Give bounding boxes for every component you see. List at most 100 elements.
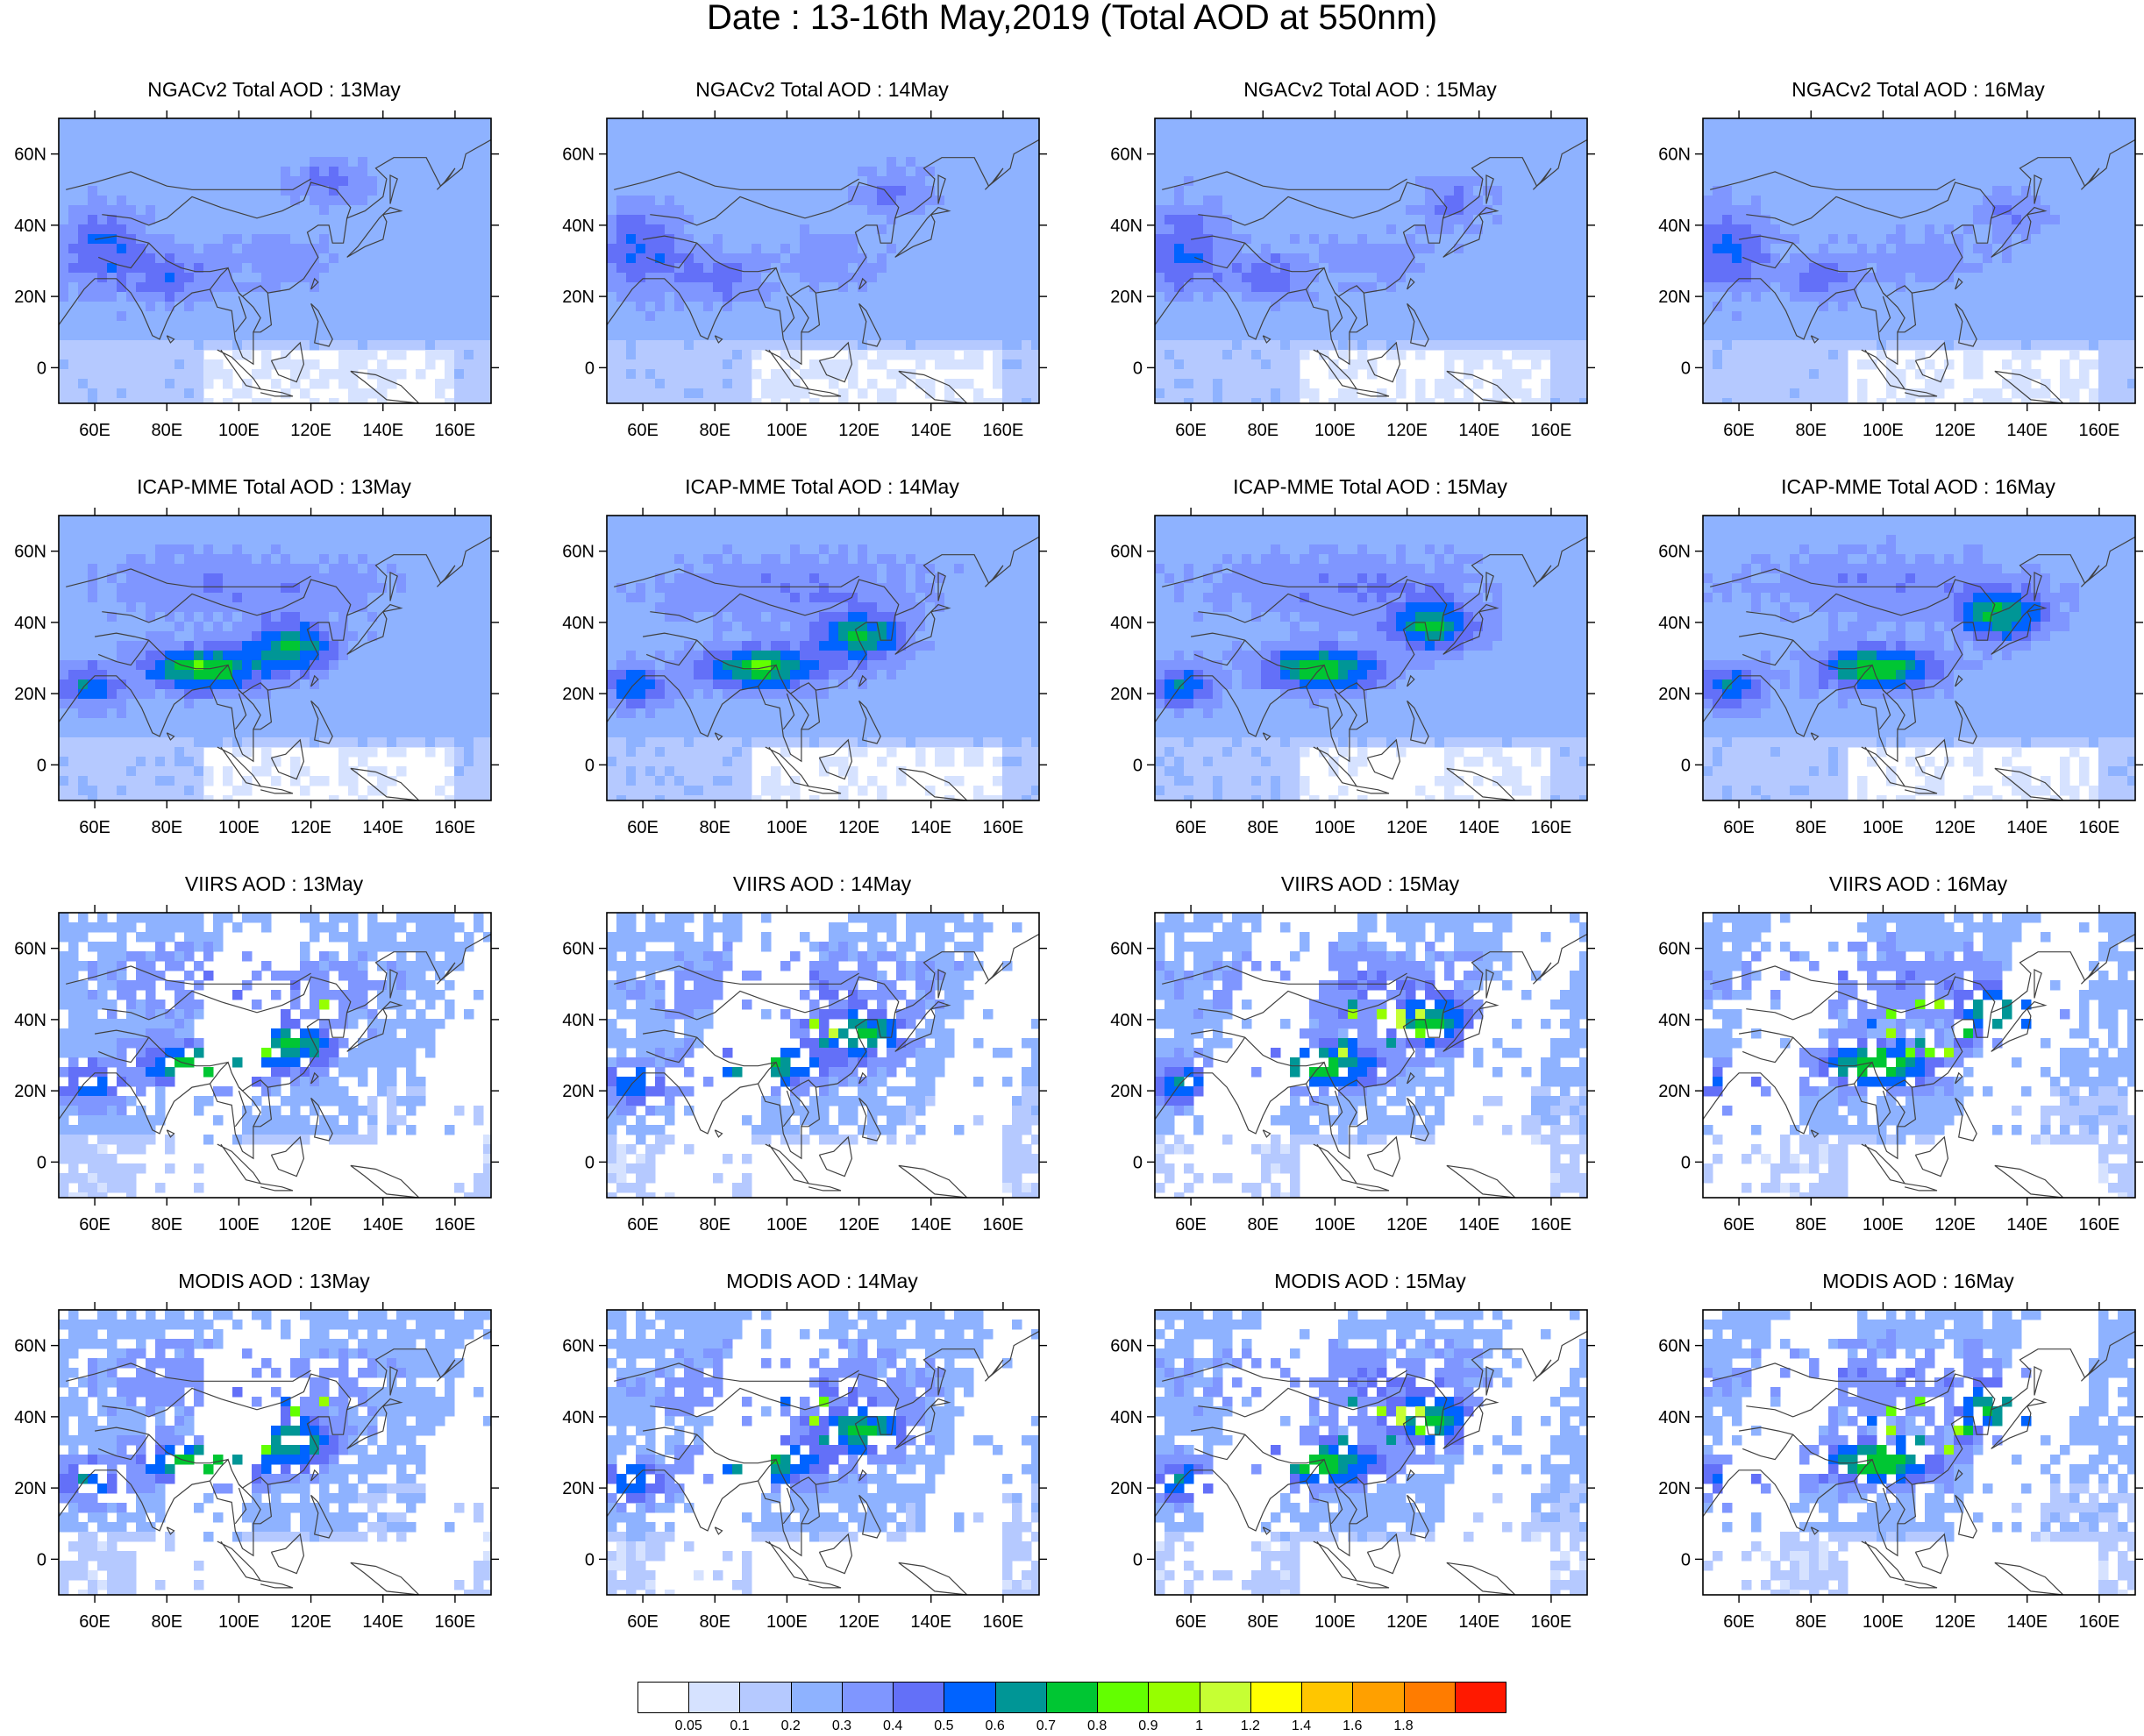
lon-tick-label: 100E [218, 818, 260, 837]
colorbar-swatch [893, 1682, 945, 1713]
lon-tick-label: 80E [699, 1612, 730, 1632]
lat-tick-label: 0 [1681, 756, 1691, 775]
lon-tick-label: 160E [2079, 1215, 2120, 1234]
map-panel-icap-mme-4: 60N 40N 20N 0 60E 80E 100E 120E 140E 160E ICAP-MME… [1644, 476, 2144, 840]
lon-tick-label: 160E [983, 818, 1024, 837]
lon-tick-label: 160E [2079, 1612, 2120, 1632]
map-frame [1702, 117, 2136, 404]
colorbar-label: 0.1 [730, 1718, 750, 1733]
lat-tick-label: 0 [1681, 1153, 1691, 1172]
aod-map: 60N 40N 20N 0 60E 80E 100E 120E 140E 160E [14, 110, 499, 440]
lat-tick-label: 60N [14, 940, 46, 959]
lat-tick-label: 20N [562, 1479, 595, 1498]
lon-tick-label: 140E [910, 818, 951, 837]
lat-tick-label: 60N [562, 543, 595, 562]
aod-map: 60N 40N 20N 0 60E 80E 100E 120E 140E 160E [1110, 905, 1595, 1234]
lon-tick-label: 120E [1386, 421, 1428, 440]
colorbar-label: 0.2 [780, 1718, 801, 1733]
aod-map: 60N 40N 20N 0 60E 80E 100E 120E 140E 160E [14, 1302, 499, 1632]
map-frame [58, 515, 492, 801]
panel-title: ICAP-MME Total AOD : 16May [1781, 475, 2055, 498]
lon-tick-label: 80E [1247, 1612, 1279, 1632]
lon-tick-label: 100E [1314, 421, 1356, 440]
lon-tick-label: 100E [1863, 818, 1904, 837]
lon-tick-label: 80E [1795, 818, 1827, 837]
lat-tick-label: 0 [37, 1550, 46, 1569]
lat-tick-label: 60N [1110, 146, 1143, 165]
map-frame [606, 515, 1040, 801]
lat-tick-label: 20N [1658, 1479, 1691, 1498]
lon-tick-label: 100E [1863, 1215, 1904, 1234]
map-panel-ngacv2-1: 60N 40N 20N 0 60E 80E 100E 120E 140E 160E NGACv2 T… [0, 79, 548, 443]
lat-tick-label: 60N [1110, 1337, 1143, 1356]
colorbar-swatch [688, 1682, 741, 1713]
lon-tick-label: 120E [1386, 1215, 1428, 1234]
lon-tick-label: 60E [1723, 1612, 1755, 1632]
lat-tick-label: 40N [562, 217, 595, 236]
lon-tick-label: 60E [627, 818, 659, 837]
lon-tick-label: 100E [766, 421, 808, 440]
lat-tick-label: 60N [1658, 1337, 1691, 1356]
colorbar-label: 1.8 [1393, 1718, 1414, 1733]
lon-tick-label: 120E [290, 421, 331, 440]
lon-tick-label: 160E [435, 1612, 476, 1632]
lon-tick-label: 140E [362, 1612, 403, 1632]
map-panel-viirs-3: 60N 40N 20N 0 60E 80E 100E 120E 140E 160E VIIRS AO… [1096, 873, 1644, 1237]
coastlines [1155, 139, 1587, 403]
map-panel-icap-mme-2: 60N 40N 20N 0 60E 80E 100E 120E 140E 160E ICAP-MME… [548, 476, 1096, 840]
lat-tick-label: 60N [1110, 940, 1143, 959]
lon-tick-label: 80E [699, 421, 730, 440]
map-panel-ngacv2-2: 60N 40N 20N 0 60E 80E 100E 120E 140E 160E NGACv2 T… [548, 79, 1096, 443]
lon-tick-label: 60E [627, 1612, 659, 1632]
lon-tick-label: 80E [1795, 1215, 1827, 1234]
lon-tick-label: 100E [218, 421, 260, 440]
colorbar-swatch [1352, 1682, 1405, 1713]
aod-field [59, 516, 491, 800]
aod-map: 60N 40N 20N 0 60E 80E 100E 120E 140E 160E [1658, 905, 2143, 1234]
lon-tick-label: 80E [1247, 1215, 1279, 1234]
lon-tick-label: 160E [2079, 421, 2120, 440]
aod-map: 60N 40N 20N 0 60E 80E 100E 120E 140E 160E [14, 905, 499, 1234]
lat-tick-label: 0 [37, 756, 46, 775]
colorbar-swatch [1199, 1682, 1251, 1713]
lon-tick-label: 100E [766, 1215, 808, 1234]
lon-tick-label: 160E [2079, 818, 2120, 837]
lat-tick-label: 0 [1133, 1153, 1143, 1172]
lat-tick-label: 40N [14, 614, 46, 633]
map-frame [1702, 912, 2136, 1199]
lat-tick-label: 20N [1110, 1082, 1143, 1101]
lon-tick-label: 140E [910, 1215, 951, 1234]
map-frame [1702, 1309, 2136, 1596]
lat-tick-label: 0 [37, 1153, 46, 1172]
lon-tick-label: 160E [435, 818, 476, 837]
lat-tick-label: 40N [1658, 217, 1691, 236]
colorbar-label: 0.6 [985, 1718, 1005, 1733]
lat-tick-label: 40N [1110, 1408, 1143, 1427]
map-frame [58, 1309, 492, 1596]
aod-map: 60N 40N 20N 0 60E 80E 100E 120E 140E 160E [562, 508, 1047, 837]
lon-tick-label: 100E [1863, 1612, 1904, 1632]
lon-tick-label: 140E [1458, 1612, 1499, 1632]
lon-tick-label: 60E [79, 818, 110, 837]
lat-tick-label: 20N [1110, 1479, 1143, 1498]
aod-map: 60N 40N 20N 0 60E 80E 100E 120E 140E 160E [1658, 1302, 2143, 1632]
coastlines [1155, 536, 1587, 800]
lon-tick-label: 160E [1531, 421, 1572, 440]
lon-tick-label: 60E [79, 421, 110, 440]
map-panel-viirs-4: 60N 40N 20N 0 60E 80E 100E 120E 140E 160E VIIRS AO… [1644, 873, 2144, 1237]
lon-tick-label: 140E [1458, 818, 1499, 837]
aod-field [59, 118, 491, 403]
map-frame [58, 912, 492, 1199]
lon-tick-label: 100E [766, 1612, 808, 1632]
lat-tick-label: 0 [585, 756, 595, 775]
lat-tick-label: 40N [14, 217, 46, 236]
colorbar-label: 0.05 [674, 1718, 702, 1733]
lon-tick-label: 60E [627, 1215, 659, 1234]
colorbar-label: 1.2 [1240, 1718, 1260, 1733]
lon-tick-label: 120E [838, 1612, 880, 1632]
lon-tick-label: 80E [699, 818, 730, 837]
lon-tick-label: 60E [1175, 1612, 1207, 1632]
coastlines [59, 536, 491, 800]
coastlines [59, 933, 491, 1198]
lon-tick-label: 80E [151, 1215, 182, 1234]
